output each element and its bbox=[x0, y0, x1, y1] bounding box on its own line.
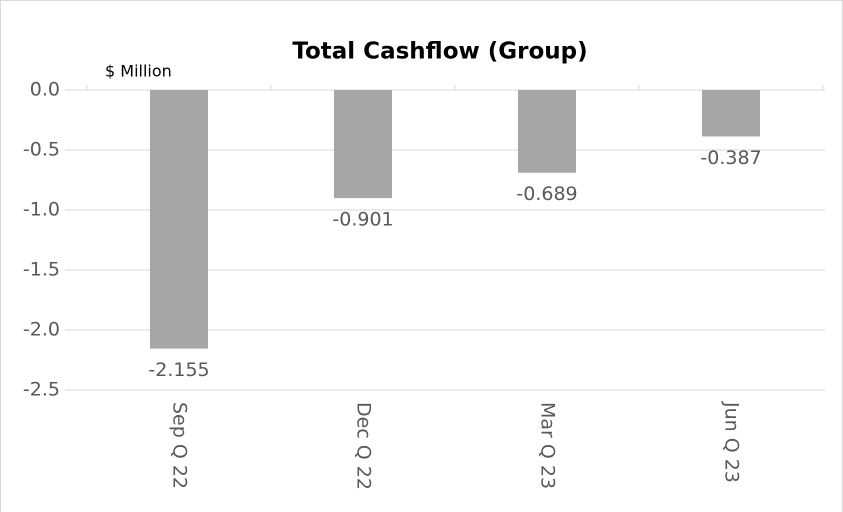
bar bbox=[334, 90, 392, 199]
chart-title: Total Cashflow (Group) bbox=[292, 39, 587, 65]
y-tick-label: -0.5 bbox=[23, 139, 60, 161]
bar bbox=[150, 90, 208, 349]
x-tick-label: Jun Q 23 bbox=[721, 401, 743, 483]
y-tick-label: -2.0 bbox=[23, 319, 60, 341]
x-tick-label: Mar Q 23 bbox=[537, 402, 559, 489]
x-tick-label: Dec Q 22 bbox=[353, 402, 375, 490]
y-tick-label: -1.0 bbox=[23, 199, 60, 221]
y-axis-unit: $ Million bbox=[105, 62, 172, 81]
y-tick-label: -1.5 bbox=[23, 259, 60, 281]
x-tick-label: Sep Q 22 bbox=[169, 402, 191, 489]
y-tick-label: -2.5 bbox=[23, 379, 60, 401]
bar bbox=[702, 90, 760, 137]
bar bbox=[518, 90, 576, 173]
data-label: -0.901 bbox=[332, 209, 393, 231]
data-label: -0.689 bbox=[516, 183, 577, 205]
data-label: -2.155 bbox=[148, 359, 209, 381]
y-tick-label: 0.0 bbox=[30, 79, 60, 101]
data-label: -0.387 bbox=[700, 147, 761, 169]
